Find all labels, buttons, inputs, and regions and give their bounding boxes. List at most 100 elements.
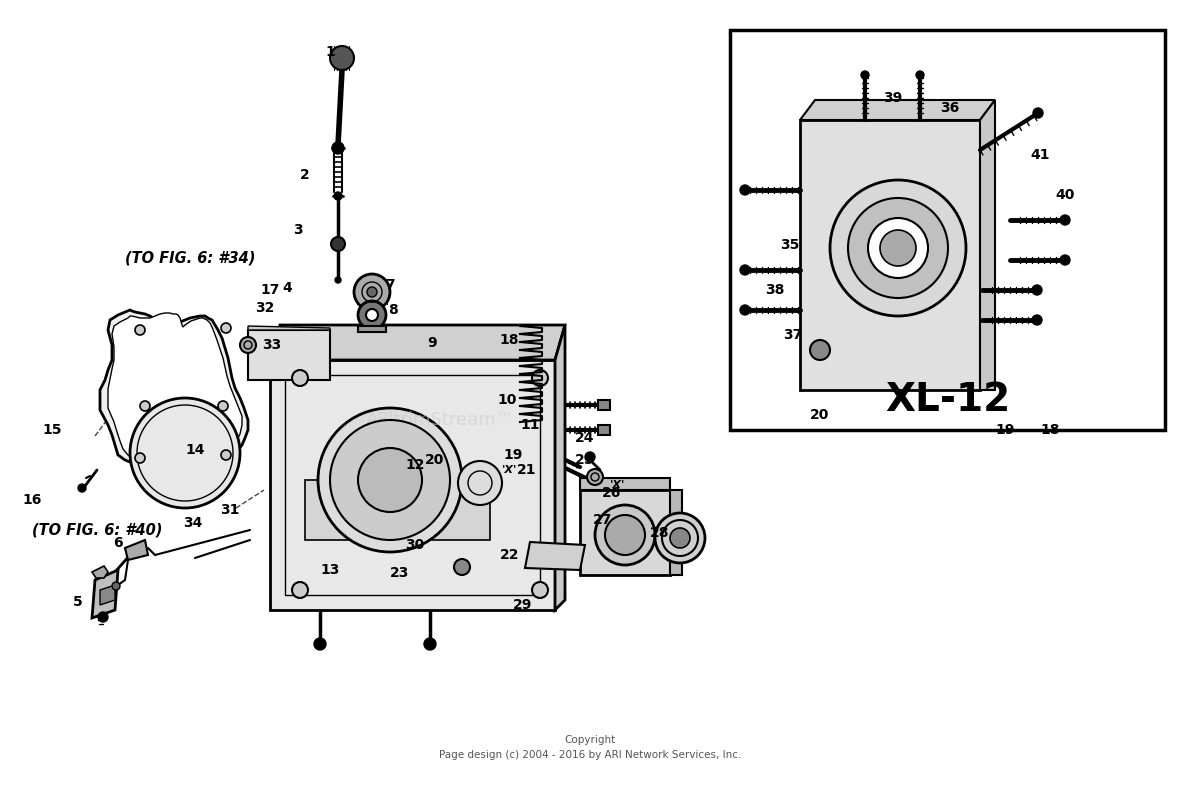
Circle shape — [861, 71, 868, 79]
Polygon shape — [270, 360, 555, 610]
Circle shape — [291, 370, 308, 386]
Circle shape — [458, 461, 502, 505]
Circle shape — [367, 287, 376, 297]
Polygon shape — [270, 325, 565, 360]
Text: 35: 35 — [780, 238, 800, 252]
Circle shape — [454, 559, 470, 575]
Text: 5: 5 — [73, 595, 83, 609]
Text: 19: 19 — [504, 448, 523, 462]
Circle shape — [332, 142, 345, 154]
Text: Copyright: Copyright — [564, 735, 616, 745]
Text: 2: 2 — [300, 168, 310, 182]
Circle shape — [532, 582, 548, 598]
Circle shape — [314, 638, 326, 650]
Circle shape — [1032, 285, 1042, 295]
Bar — [730, 30, 1165, 430]
Text: 41: 41 — [1030, 148, 1050, 162]
Polygon shape — [800, 100, 995, 120]
Circle shape — [740, 265, 750, 275]
Text: 28: 28 — [650, 526, 670, 540]
Polygon shape — [800, 120, 981, 390]
Circle shape — [354, 274, 391, 310]
Text: 1: 1 — [326, 45, 335, 59]
Polygon shape — [581, 490, 670, 575]
Text: 38: 38 — [766, 283, 785, 297]
Polygon shape — [125, 540, 148, 560]
Text: 8: 8 — [388, 303, 398, 317]
Text: 37: 37 — [784, 328, 802, 342]
Text: 'X': 'X' — [610, 480, 625, 490]
Circle shape — [130, 398, 240, 508]
Circle shape — [98, 612, 109, 622]
Circle shape — [358, 301, 386, 329]
Text: 33: 33 — [262, 338, 282, 352]
Text: 10: 10 — [497, 393, 517, 407]
Polygon shape — [581, 478, 670, 490]
Circle shape — [221, 323, 231, 333]
Circle shape — [1060, 215, 1070, 225]
Text: (TO FIG. 6: #34): (TO FIG. 6: #34) — [125, 250, 255, 265]
Polygon shape — [555, 325, 565, 610]
Text: 19: 19 — [995, 423, 1015, 437]
Text: 40: 40 — [1055, 188, 1075, 202]
Text: 39: 39 — [884, 91, 903, 105]
Text: APltrimStream™: APltrimStream™ — [366, 411, 514, 429]
Text: 27: 27 — [594, 513, 612, 527]
Text: 'X': 'X' — [503, 465, 518, 475]
Circle shape — [291, 582, 308, 598]
Text: 6: 6 — [113, 536, 123, 550]
Text: 13: 13 — [320, 563, 340, 577]
Circle shape — [848, 198, 948, 298]
Text: 18: 18 — [499, 333, 519, 347]
Circle shape — [330, 420, 450, 540]
Polygon shape — [92, 570, 118, 618]
Text: 4: 4 — [282, 281, 291, 295]
Text: 25: 25 — [576, 453, 595, 467]
Polygon shape — [598, 425, 610, 435]
Text: 24: 24 — [576, 431, 595, 445]
Polygon shape — [525, 542, 585, 570]
Circle shape — [830, 180, 966, 316]
Circle shape — [586, 469, 603, 485]
Circle shape — [332, 237, 345, 251]
Polygon shape — [248, 326, 330, 330]
Circle shape — [240, 337, 256, 353]
Polygon shape — [100, 310, 248, 463]
Circle shape — [532, 370, 548, 386]
Polygon shape — [670, 490, 682, 575]
Circle shape — [880, 230, 916, 266]
Circle shape — [135, 453, 145, 463]
Circle shape — [140, 401, 150, 411]
Circle shape — [1060, 255, 1070, 265]
Text: 14: 14 — [185, 443, 205, 457]
Text: 9: 9 — [427, 336, 437, 350]
Text: 20: 20 — [811, 408, 830, 422]
Circle shape — [317, 408, 463, 552]
Text: 31: 31 — [221, 503, 240, 517]
Text: 29: 29 — [513, 598, 532, 612]
Text: (TO FIG. 6: #40): (TO FIG. 6: #40) — [32, 523, 163, 538]
Text: 3: 3 — [293, 223, 303, 237]
Polygon shape — [92, 566, 109, 578]
Polygon shape — [304, 480, 490, 540]
Polygon shape — [981, 100, 995, 390]
Polygon shape — [100, 585, 114, 605]
Text: 21: 21 — [517, 463, 537, 477]
Text: 30: 30 — [406, 538, 425, 552]
Text: 36: 36 — [940, 101, 959, 115]
Circle shape — [740, 185, 750, 195]
Text: 15: 15 — [42, 423, 61, 437]
Circle shape — [78, 484, 86, 492]
Text: 32: 32 — [255, 301, 275, 315]
Circle shape — [585, 452, 595, 462]
Circle shape — [366, 309, 378, 321]
Text: 16: 16 — [22, 493, 41, 507]
Circle shape — [740, 305, 750, 315]
Circle shape — [358, 448, 422, 512]
Circle shape — [218, 401, 228, 411]
Text: 23: 23 — [391, 566, 409, 580]
Text: 20: 20 — [425, 453, 445, 467]
Polygon shape — [248, 330, 330, 380]
Circle shape — [330, 46, 354, 70]
Circle shape — [809, 340, 830, 360]
